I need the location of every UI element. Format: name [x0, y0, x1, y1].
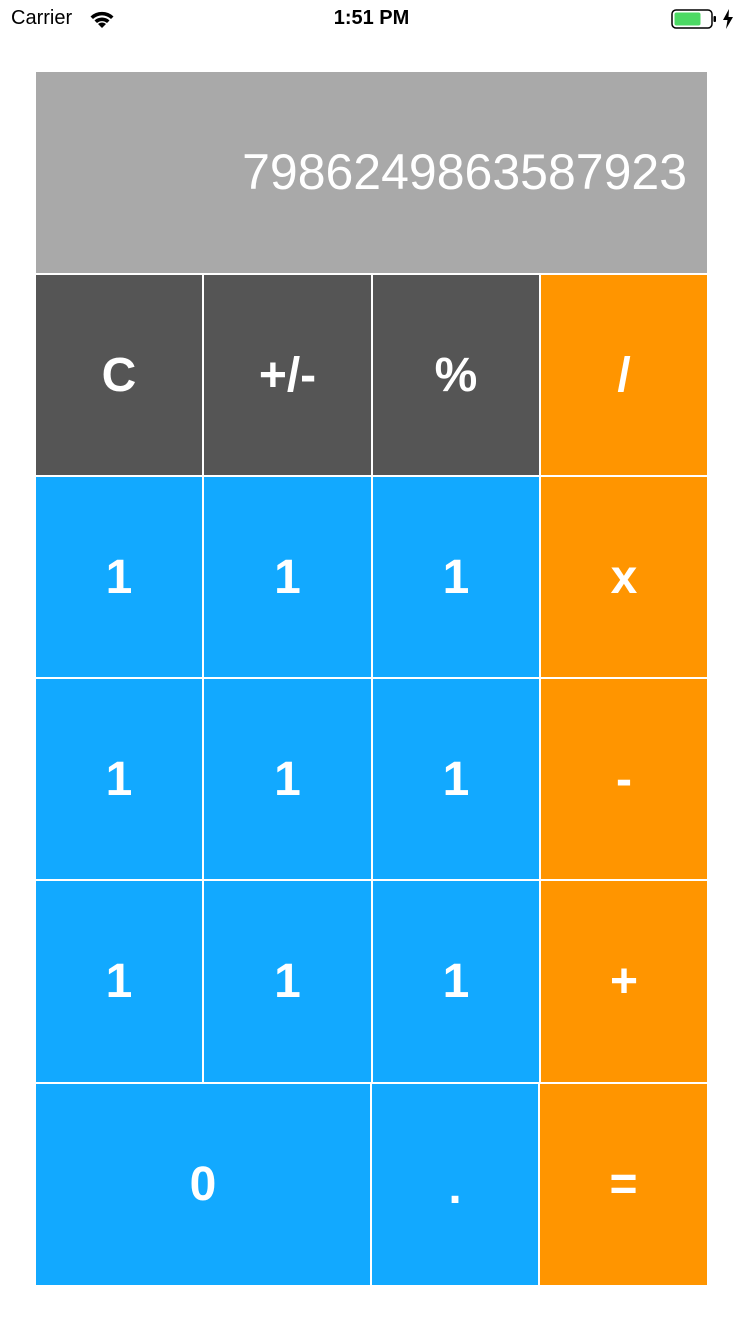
digit-button[interactable]: 1 [36, 679, 202, 879]
percent-button[interactable]: % [373, 275, 539, 475]
sign-toggle-button[interactable]: +/- [204, 275, 371, 475]
carrier-label: Carrier [11, 7, 73, 29]
decimal-button[interactable]: . [372, 1084, 538, 1285]
clock-time: 1:51 PM [333, 7, 410, 29]
digit-button[interactable]: 1 [373, 881, 539, 1082]
clear-button[interactable]: C [36, 275, 202, 475]
digit-button[interactable]: 1 [36, 477, 202, 677]
multiply-button[interactable]: x [541, 477, 707, 677]
digit-button[interactable]: 1 [204, 881, 371, 1082]
subtract-button[interactable]: - [541, 679, 707, 879]
digit-button[interactable]: 1 [204, 477, 371, 677]
zero-button[interactable]: 0 [36, 1084, 370, 1285]
digit-button[interactable]: 1 [36, 881, 202, 1082]
divide-button[interactable]: / [541, 275, 707, 475]
digit-button[interactable]: 1 [373, 477, 539, 677]
add-button[interactable]: + [541, 881, 707, 1082]
charging-bolt-icon [723, 9, 733, 29]
calculator: 79862498635879​23 C +/- % / 1 1 1 x 1 1 … [36, 72, 707, 1285]
calculator-display: 79862498635879​23 [36, 72, 707, 273]
status-bar: Carrier 1:51 PM [0, 0, 743, 40]
digit-button[interactable]: 1 [204, 679, 371, 879]
digit-button[interactable]: 1 [373, 679, 539, 879]
battery-icon [671, 9, 716, 29]
equals-button[interactable]: = [540, 1084, 707, 1285]
wifi-icon [90, 11, 114, 28]
